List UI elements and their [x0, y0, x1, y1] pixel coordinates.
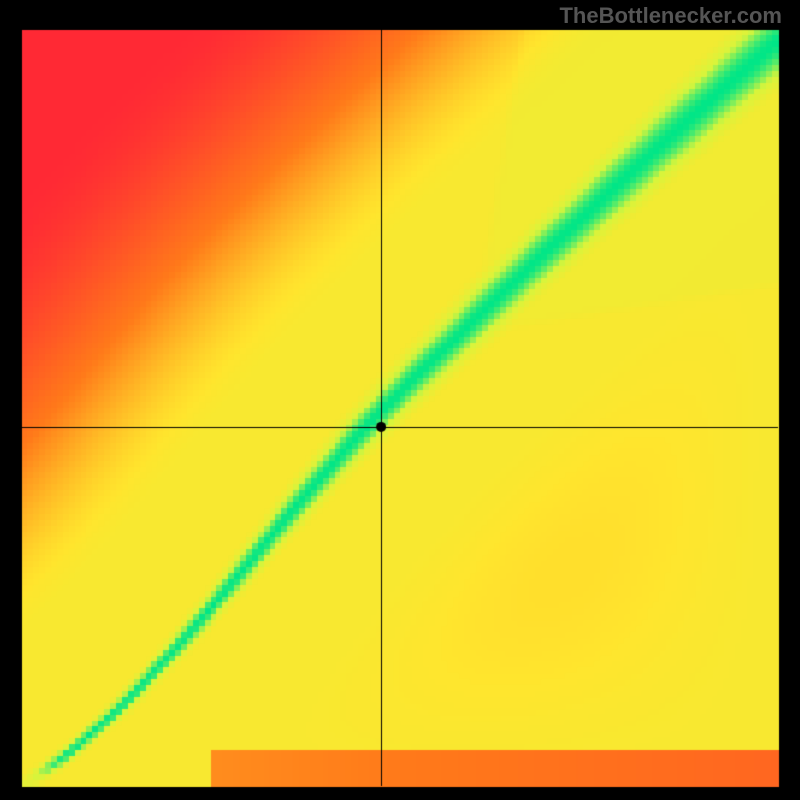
- watermark-text: TheBottlenecker.com: [559, 3, 782, 29]
- bottleneck-heatmap: [0, 0, 800, 800]
